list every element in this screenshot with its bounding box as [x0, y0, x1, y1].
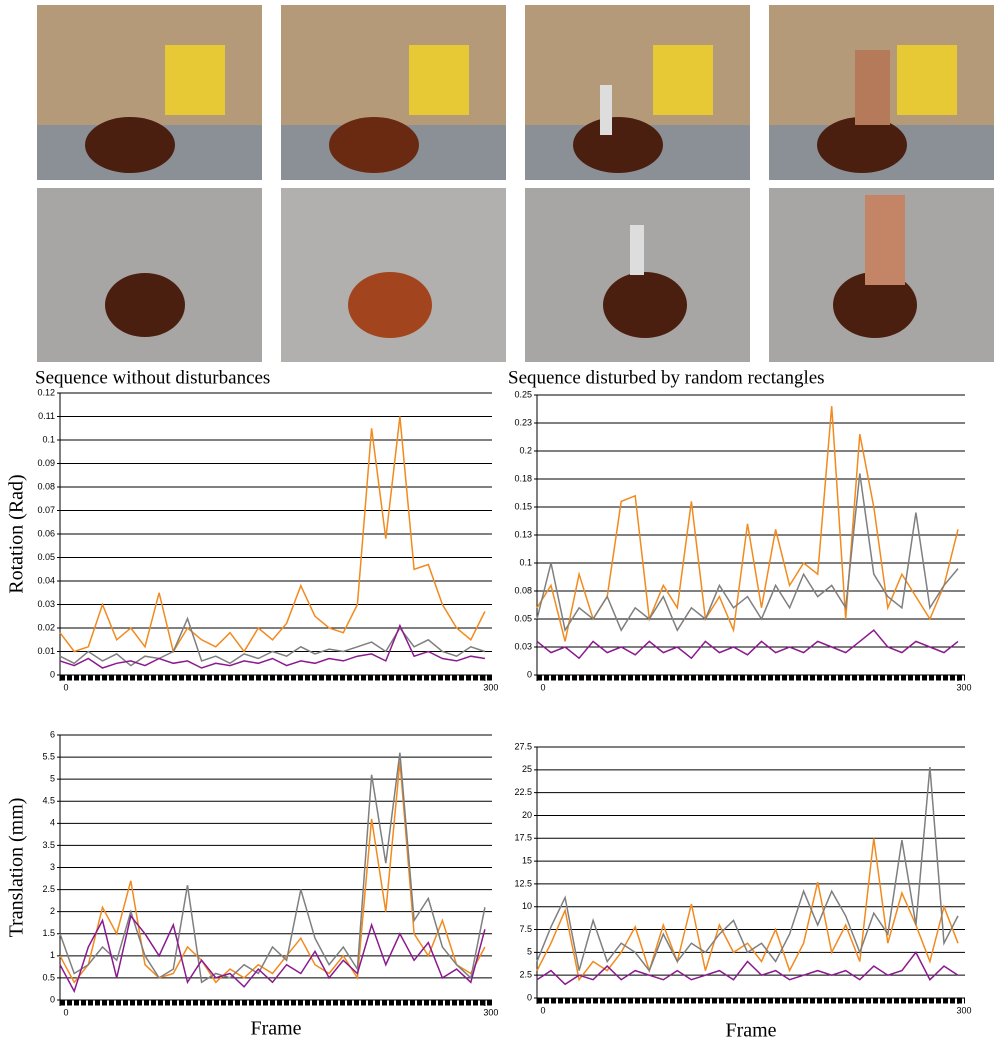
x-tick-label: 0	[63, 682, 68, 692]
y-tick-label: 5	[527, 947, 532, 957]
y-tick-label: 22.5	[514, 787, 532, 797]
y-tick-label: 0.13	[514, 529, 532, 539]
y-tick-label: 2	[50, 906, 55, 916]
x-tick-label: 300	[483, 1007, 498, 1017]
y-tick-label: 0.11	[38, 411, 55, 421]
y-tick-label: 0.5	[42, 972, 55, 982]
y-tick-label: 1	[50, 950, 55, 960]
photo	[525, 5, 750, 180]
y-tick-label: 17.5	[514, 833, 532, 843]
x-tick-label: 0	[63, 1007, 68, 1017]
y-tick-label: 0.25	[514, 389, 532, 399]
y-tick-label: 5	[50, 774, 55, 784]
y-tick-label: 0.03	[514, 641, 532, 651]
y-tick-label: 25	[522, 764, 532, 774]
chart-title: Sequence without disturbances	[35, 367, 270, 388]
series-line	[537, 630, 958, 658]
photo	[769, 5, 994, 180]
y-tick-label: 3	[50, 862, 55, 872]
y-tick-label: 0.1	[42, 434, 55, 444]
photos	[37, 5, 994, 362]
photo	[525, 188, 750, 362]
y-tick-label: 0.08	[37, 481, 55, 491]
x-axis-label: Frame	[725, 1020, 776, 1042]
x-tick-label: 0	[540, 682, 545, 692]
series-line	[60, 916, 485, 991]
x-tick-label: 0	[540, 1005, 545, 1015]
y-tick-label: 0.1	[519, 557, 532, 567]
x-axis-label: Frame	[250, 1018, 301, 1040]
photo	[281, 5, 506, 180]
y-tick-label: 0.03	[37, 599, 55, 609]
y-tick-label: 20	[522, 810, 532, 820]
y-tick-label: 0	[50, 994, 55, 1004]
y-tick-label: 0.15	[514, 501, 532, 511]
photo	[281, 188, 506, 362]
y-tick-label: 6	[50, 729, 55, 739]
y-tick-label: 0.12	[37, 387, 55, 397]
y-tick-label: 4.5	[42, 796, 55, 806]
y-tick-label: 0.23	[514, 417, 532, 427]
series-line	[537, 767, 958, 971]
y-tick-label: 0.06	[37, 528, 55, 538]
y-tick-label: 12.5	[514, 878, 532, 888]
photo	[37, 5, 262, 180]
x-tick-label: 300	[956, 682, 971, 692]
chart-title: Sequence disturbed by random rectangles	[508, 367, 825, 388]
y-tick-label: 27.5	[514, 741, 532, 751]
y-tick-label: 0	[527, 669, 532, 679]
y-tick-label: 4	[50, 818, 55, 828]
y-tick-label: 10	[522, 901, 532, 911]
y-tick-label: 0.05	[37, 552, 55, 562]
y-tick-label: 0.01	[37, 646, 55, 656]
y-tick-label: 5.5	[42, 751, 55, 761]
y-tick-label: 0.2	[519, 445, 532, 455]
y-axis-label: Translation (mm)	[6, 798, 28, 938]
y-tick-label: 3.5	[42, 840, 55, 850]
y-tick-label: 2.5	[42, 884, 55, 894]
series-line	[537, 952, 958, 984]
y-tick-label: 0.04	[37, 575, 55, 585]
photo	[769, 188, 994, 362]
y-tick-label: 0.05	[514, 613, 532, 623]
y-tick-label: 0	[50, 669, 55, 679]
y-tick-label: 1.5	[42, 928, 55, 938]
y-tick-label: 2.5	[519, 970, 532, 980]
x-tick-label: 300	[956, 1005, 971, 1015]
y-axis-label: Rotation (Rad)	[6, 474, 28, 593]
y-tick-label: 0.18	[514, 473, 532, 483]
figure: 0 0.01 0.02 0.03 0.04 0.05 0.06 0.07 0.08 0.09 0.1…	[0, 0, 996, 1045]
y-tick-label: 0.08	[514, 585, 532, 595]
y-tick-label: 0.02	[37, 622, 55, 632]
y-tick-label: 0.09	[37, 458, 55, 468]
y-tick-label: 7.5	[519, 924, 532, 934]
x-tick-label: 300	[483, 682, 498, 692]
series-line	[537, 406, 958, 641]
y-tick-label: 0	[527, 992, 532, 1002]
photo	[37, 188, 262, 362]
series-line	[537, 473, 958, 630]
series-line	[60, 626, 485, 668]
y-tick-label: 0.07	[37, 505, 55, 515]
series-line	[537, 838, 958, 979]
y-tick-label: 15	[522, 855, 532, 865]
